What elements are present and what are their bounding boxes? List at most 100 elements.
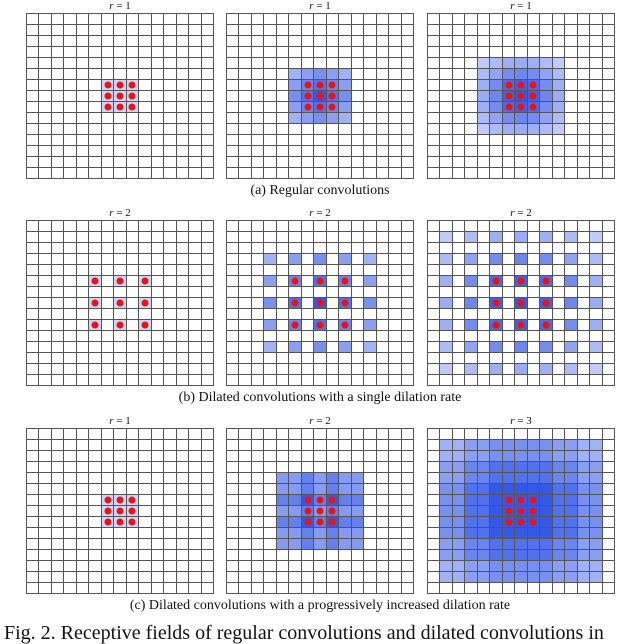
grid-cell bbox=[238, 516, 251, 527]
grid-cell bbox=[489, 505, 502, 516]
grid-cell bbox=[200, 374, 213, 385]
grid-cell bbox=[601, 264, 614, 275]
grid-cell bbox=[350, 242, 364, 253]
grid-cell bbox=[564, 13, 577, 24]
grid-cell bbox=[200, 57, 213, 68]
grid-cell bbox=[238, 439, 251, 450]
grid-cell bbox=[300, 275, 314, 286]
grid-cell bbox=[263, 363, 276, 374]
grid-cell bbox=[589, 145, 602, 156]
grid-cell bbox=[26, 101, 39, 112]
receptive-field-cell bbox=[465, 506, 477, 516]
grid-cell bbox=[300, 264, 314, 275]
receptive-field-cell bbox=[351, 495, 364, 505]
grid-cell bbox=[363, 549, 376, 560]
grid-cell bbox=[526, 549, 540, 560]
grid-cell bbox=[38, 319, 51, 330]
grid-cell bbox=[250, 242, 264, 253]
receptive-field-cell bbox=[477, 473, 490, 483]
grid-cell bbox=[363, 275, 376, 286]
receptive-field-cell bbox=[590, 320, 602, 330]
grid-cell bbox=[363, 13, 376, 24]
grid-cell bbox=[325, 352, 339, 363]
grid-cell bbox=[113, 363, 126, 374]
grid-cell bbox=[38, 231, 51, 242]
grid-cell bbox=[601, 571, 614, 582]
kernel-sample-dot bbox=[104, 518, 112, 526]
receptive-field-cell bbox=[490, 80, 502, 90]
grid-cell bbox=[427, 527, 440, 538]
grid-cell bbox=[263, 472, 276, 483]
grid-cell bbox=[400, 319, 413, 330]
grid-cell bbox=[226, 35, 239, 46]
grid-cell bbox=[275, 516, 289, 527]
grid-cell bbox=[175, 582, 189, 593]
grid-cell bbox=[113, 549, 126, 560]
grid-cell bbox=[88, 90, 101, 101]
receptive-field-cell bbox=[552, 102, 565, 112]
grid-cell bbox=[601, 483, 614, 494]
grid-cell bbox=[100, 461, 114, 472]
grid-cell bbox=[451, 374, 465, 385]
grid-cell bbox=[350, 145, 364, 156]
grid-cell bbox=[427, 330, 440, 341]
grid-cell bbox=[275, 90, 289, 101]
grid-cell bbox=[88, 363, 101, 374]
grid-cell bbox=[163, 308, 176, 319]
grid-cell bbox=[150, 123, 164, 134]
grid-cell bbox=[138, 253, 151, 264]
grid-cell bbox=[526, 13, 540, 24]
grid-cell bbox=[50, 231, 64, 242]
receptive-field-cell bbox=[552, 528, 565, 538]
grid-cell bbox=[300, 123, 314, 134]
grid-cell bbox=[476, 112, 490, 123]
grid-cell bbox=[375, 167, 389, 178]
grid-cell bbox=[514, 57, 527, 68]
grid-cell bbox=[476, 483, 490, 494]
grid-cell bbox=[175, 330, 189, 341]
grid-cell bbox=[551, 242, 565, 253]
grid-cell bbox=[526, 242, 540, 253]
grid-cell bbox=[564, 134, 577, 145]
grid-cell bbox=[113, 505, 126, 516]
feature-map-grid bbox=[427, 220, 615, 386]
kernel-sample-dot bbox=[304, 496, 312, 504]
grid-cell bbox=[501, 560, 515, 571]
grid-cell bbox=[476, 571, 490, 582]
grid-cell bbox=[501, 428, 515, 439]
grid-cell bbox=[501, 79, 515, 90]
grid-cell bbox=[489, 450, 502, 461]
grid-cell bbox=[514, 549, 527, 560]
grid-cell bbox=[338, 145, 351, 156]
grid-cell bbox=[375, 461, 389, 472]
grid-cell bbox=[113, 24, 126, 35]
grid-cell bbox=[564, 46, 577, 57]
grid-cell bbox=[26, 374, 39, 385]
grid-cell bbox=[476, 90, 490, 101]
grid-cell bbox=[489, 549, 502, 560]
grid-cell bbox=[50, 483, 64, 494]
kernel-sample-dot bbox=[328, 496, 336, 504]
grid-cell bbox=[26, 341, 39, 352]
receptive-field-cell bbox=[339, 528, 351, 538]
grid-cell bbox=[601, 450, 614, 461]
grid-cell bbox=[400, 341, 413, 352]
grid-cell bbox=[388, 549, 401, 560]
grid-cell bbox=[451, 549, 465, 560]
grid-cell bbox=[388, 145, 401, 156]
grid-cell bbox=[526, 363, 540, 374]
receptive-field-cell bbox=[552, 517, 565, 527]
grid-cell bbox=[238, 483, 251, 494]
grid-cell bbox=[163, 516, 176, 527]
grid-cell bbox=[150, 428, 164, 439]
grid-cell bbox=[50, 538, 64, 549]
grid-cell bbox=[338, 24, 351, 35]
grid-cell bbox=[26, 439, 39, 450]
grid-cell bbox=[427, 145, 440, 156]
kernel-sample-dot bbox=[529, 92, 537, 100]
grid-cell bbox=[576, 90, 590, 101]
grid-cell bbox=[26, 112, 39, 123]
grid-cell bbox=[113, 483, 126, 494]
grid-cell bbox=[363, 68, 376, 79]
grid-cell bbox=[150, 24, 164, 35]
